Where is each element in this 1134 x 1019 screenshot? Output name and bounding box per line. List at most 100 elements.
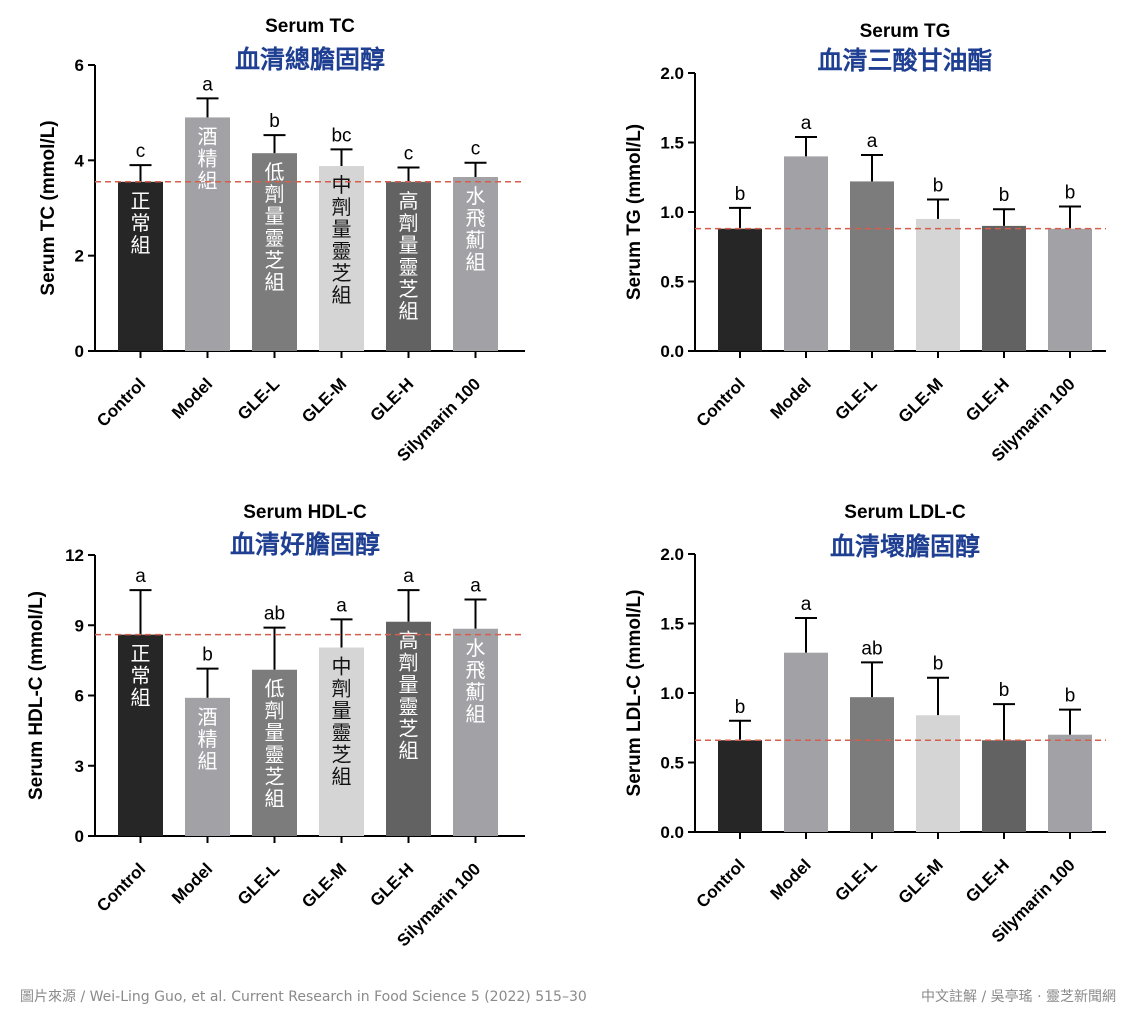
- x-tick-label: GLE-M: [298, 859, 350, 911]
- chart-subtitle: 血清總膽固醇: [235, 45, 385, 74]
- y-axis-label: Serum TC (mmol/L): [38, 120, 59, 295]
- x-tick-label: GLE-L: [234, 374, 283, 423]
- x-tick-label: GLE-L: [831, 374, 880, 423]
- bar-gle-h: [386, 621, 431, 836]
- bar-annotation: 正常組: [131, 191, 151, 257]
- bar-silymarin-100: [1048, 734, 1092, 832]
- x-tick-label: GLE-M: [298, 374, 350, 426]
- bar-annotation: 水飛薊組: [466, 185, 486, 274]
- x-tick-label: GLE-M: [895, 855, 947, 907]
- y-tick-label: 3: [75, 757, 84, 776]
- bar-annotation: 正常組: [131, 644, 151, 710]
- bar-model: [784, 652, 828, 832]
- chart-title: Serum TC: [265, 16, 355, 37]
- significance-label: c: [471, 139, 481, 160]
- chart-title: Serum HDL-C: [243, 502, 367, 523]
- panel-serum-tc: Serum TC 血清總膽固醇 Serum TC (mmol/L) 0 2 4 6 c Cont…: [38, 16, 525, 465]
- significance-label: c: [136, 141, 146, 162]
- significance-label: b: [735, 697, 746, 718]
- y-tick-label: 2.0: [660, 545, 684, 564]
- bar-gle-m: [916, 715, 960, 832]
- bar-model: [185, 117, 230, 351]
- chart-subtitle: 血清三酸甘油酯: [817, 46, 992, 75]
- bar-control: [118, 181, 163, 351]
- chart-subtitle: 血清好膽固醇: [230, 530, 380, 559]
- bar-annotation: 中劑量靈芝組: [332, 655, 352, 788]
- bar-gle-m: [319, 166, 364, 351]
- significance-label: b: [1065, 182, 1076, 203]
- bar-annotation: 中劑量靈芝組: [332, 174, 352, 307]
- bar-model: [784, 156, 828, 351]
- footer-credit: 中文註解 / 吳亭瑤 · 靈芝新聞網: [921, 989, 1116, 1005]
- significance-label: b: [735, 184, 746, 205]
- bar-gle-h: [386, 181, 431, 351]
- x-tick-label: Control: [693, 374, 749, 430]
- bar-silymarin-100: [1048, 228, 1092, 351]
- y-tick-label: 1.5: [660, 134, 684, 153]
- bar-annotation: 酒精組: [198, 706, 218, 773]
- chart-title: Serum TG: [860, 21, 951, 42]
- bar-gle-m: [916, 218, 960, 351]
- bar-gle-l: [850, 697, 894, 832]
- y-tick-label: 9: [75, 616, 84, 635]
- x-tick-label: Model: [767, 855, 815, 903]
- x-tick-label: Control: [93, 374, 149, 430]
- y-tick-label: 1.0: [660, 684, 684, 703]
- bar-gle-l: [850, 181, 894, 351]
- significance-label: b: [202, 645, 213, 666]
- significance-label: b: [269, 111, 280, 132]
- significance-label: b: [933, 175, 944, 196]
- significance-label: b: [999, 680, 1010, 701]
- y-tick-label: 0.5: [660, 754, 684, 773]
- significance-label: a: [336, 595, 347, 616]
- bar-control: [718, 740, 762, 832]
- y-axis-label: Serum TG (mmol/L): [624, 124, 645, 300]
- footer-source: 圖片來源 / Wei-Ling Guo, et al. Current Rese…: [20, 989, 587, 1005]
- panel-serum-tg: Serum TG 血清三酸甘油酯 Serum TG (mmol/L) 0.0 0.5 1.…: [624, 21, 1106, 465]
- bar-gle-l: [252, 669, 297, 836]
- significance-label: ab: [861, 638, 882, 659]
- panel-serum-hdl-c: Serum HDL-C 血清好膽固醇 Serum HDL-C (mmol/L) 0 3 6…: [26, 502, 525, 950]
- significance-label: a: [403, 566, 414, 587]
- panel-serum-ldl-c: Serum LDL-C 血清壞膽固醇 Serum LDL-C (mmol/L) 0.0…: [624, 502, 1106, 946]
- x-tick-label: Model: [168, 859, 216, 907]
- y-tick-label: 2: [75, 247, 84, 266]
- bar-annotation: 酒精組: [198, 125, 218, 192]
- x-tick-label: GLE-H: [962, 855, 1013, 906]
- x-tick-label: GLE-H: [962, 374, 1013, 425]
- y-tick-label: 0.0: [660, 342, 684, 361]
- y-tick-label: 2.0: [660, 64, 684, 83]
- significance-label: a: [801, 113, 812, 134]
- x-tick-label: GLE-L: [234, 859, 283, 908]
- significance-label: b: [1065, 686, 1076, 707]
- y-axis-label: Serum LDL-C (mmol/L): [624, 590, 645, 797]
- chart-title: Serum LDL-C: [844, 502, 966, 523]
- y-tick-label: 0.0: [660, 823, 684, 842]
- y-tick-label: 1.0: [660, 203, 684, 222]
- significance-label: a: [202, 74, 213, 95]
- x-tick-label: GLE-H: [366, 374, 417, 425]
- significance-label: c: [404, 143, 414, 164]
- x-tick-label: GLE-L: [831, 855, 880, 904]
- bar-gle-h: [982, 225, 1026, 351]
- x-tick-label: Control: [93, 859, 149, 915]
- x-tick-label: Control: [693, 855, 749, 911]
- bar-gle-h: [982, 740, 1026, 832]
- bar-control: [718, 228, 762, 351]
- bar-silymarin-100: [453, 177, 498, 351]
- x-tick-label: GLE-H: [366, 859, 417, 910]
- bar-annotation: 低劑量靈芝組: [265, 678, 285, 811]
- bar-annotation: 低劑量靈芝組: [265, 161, 285, 294]
- significance-label: a: [867, 131, 878, 152]
- significance-label: a: [135, 566, 146, 587]
- y-tick-label: 4: [75, 151, 85, 170]
- bar-model: [185, 697, 230, 836]
- bar-control: [118, 634, 163, 836]
- bar-gle-m: [319, 647, 364, 836]
- bar-annotation: 高劑量靈芝組: [399, 190, 419, 323]
- x-tick-label: Model: [168, 374, 216, 422]
- y-axis-label: Serum HDL-C (mmol/L): [26, 591, 47, 800]
- significance-label: b: [999, 185, 1010, 206]
- bar-gle-l: [252, 153, 297, 351]
